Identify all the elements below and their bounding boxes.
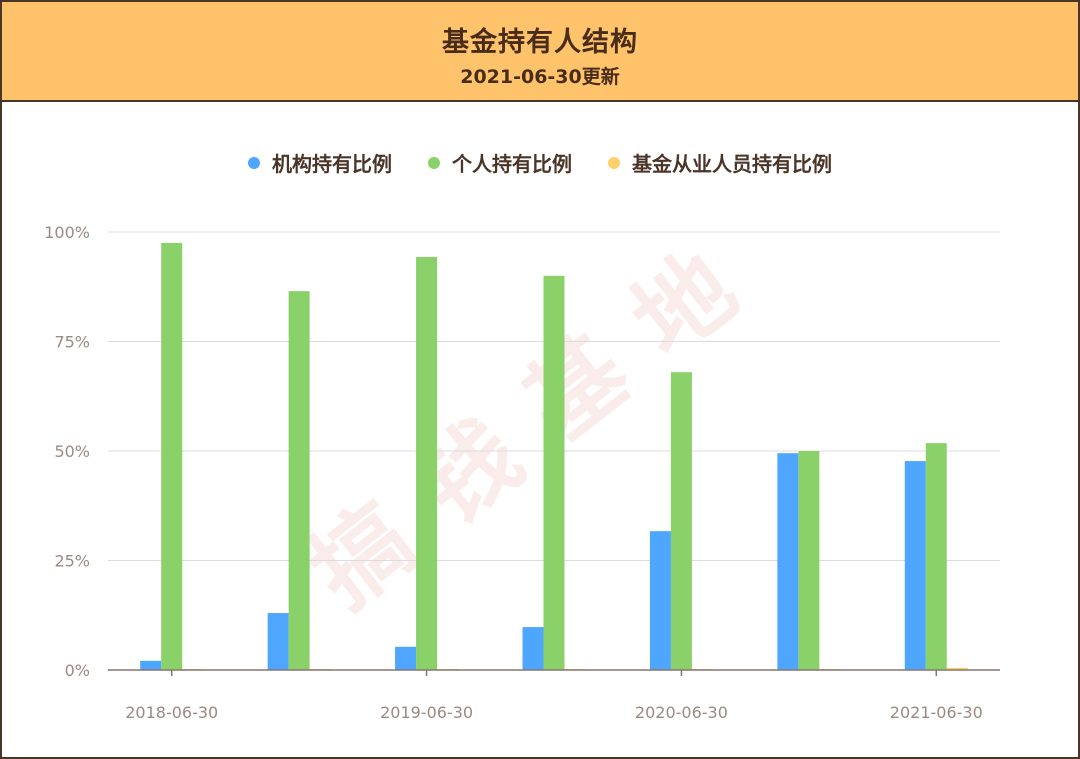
chart-title: 基金持有人结构 [442, 27, 638, 58]
legend-dot-icon [248, 156, 260, 169]
bar[interactable] [522, 627, 544, 670]
y-tick-label: 50% [54, 442, 90, 461]
bar[interactable] [649, 531, 671, 670]
y-tick-label: 100% [44, 223, 90, 242]
x-tick-label: 2018-06-30 [125, 703, 218, 722]
legend-dot-icon [608, 156, 620, 169]
bar[interactable] [267, 613, 289, 670]
legend-label: 个人持有比例 [452, 152, 572, 176]
chart-legend: 机构持有比例 个人持有比例 基金从业人员持有比例 [2, 148, 1078, 177]
bar[interactable] [670, 372, 692, 670]
x-tick-label: 2019-06-30 [380, 703, 473, 722]
y-tick-label: 25% [54, 552, 90, 571]
bar[interactable] [904, 461, 926, 670]
bar[interactable] [161, 242, 183, 670]
legend-item-individual[interactable]: 个人持有比例 [428, 148, 572, 177]
bar[interactable] [395, 646, 417, 670]
bar[interactable] [140, 660, 162, 670]
y-tick-label: 0% [65, 661, 90, 680]
bar[interactable] [416, 256, 438, 670]
legend-label: 机构持有比例 [272, 152, 392, 176]
bar[interactable] [543, 275, 565, 670]
legend-label: 基金从业人员持有比例 [632, 152, 832, 176]
chart-header: 基金持有人结构 2021-06-30更新 [2, 2, 1078, 102]
legend-item-institution[interactable]: 机构持有比例 [248, 148, 392, 177]
legend-dot-icon [428, 156, 440, 169]
legend-item-staff[interactable]: 基金从业人员持有比例 [608, 148, 832, 177]
x-tick-label: 2020-06-30 [635, 703, 728, 722]
bar[interactable] [288, 291, 310, 670]
chart-subtitle: 2021-06-30更新 [460, 66, 620, 88]
bar[interactable] [946, 667, 968, 670]
x-tick-label: 2021-06-30 [890, 703, 983, 722]
bar[interactable] [777, 453, 799, 670]
y-tick-label: 75% [54, 333, 90, 352]
bar[interactable] [798, 451, 820, 670]
bar[interactable] [925, 443, 947, 670]
